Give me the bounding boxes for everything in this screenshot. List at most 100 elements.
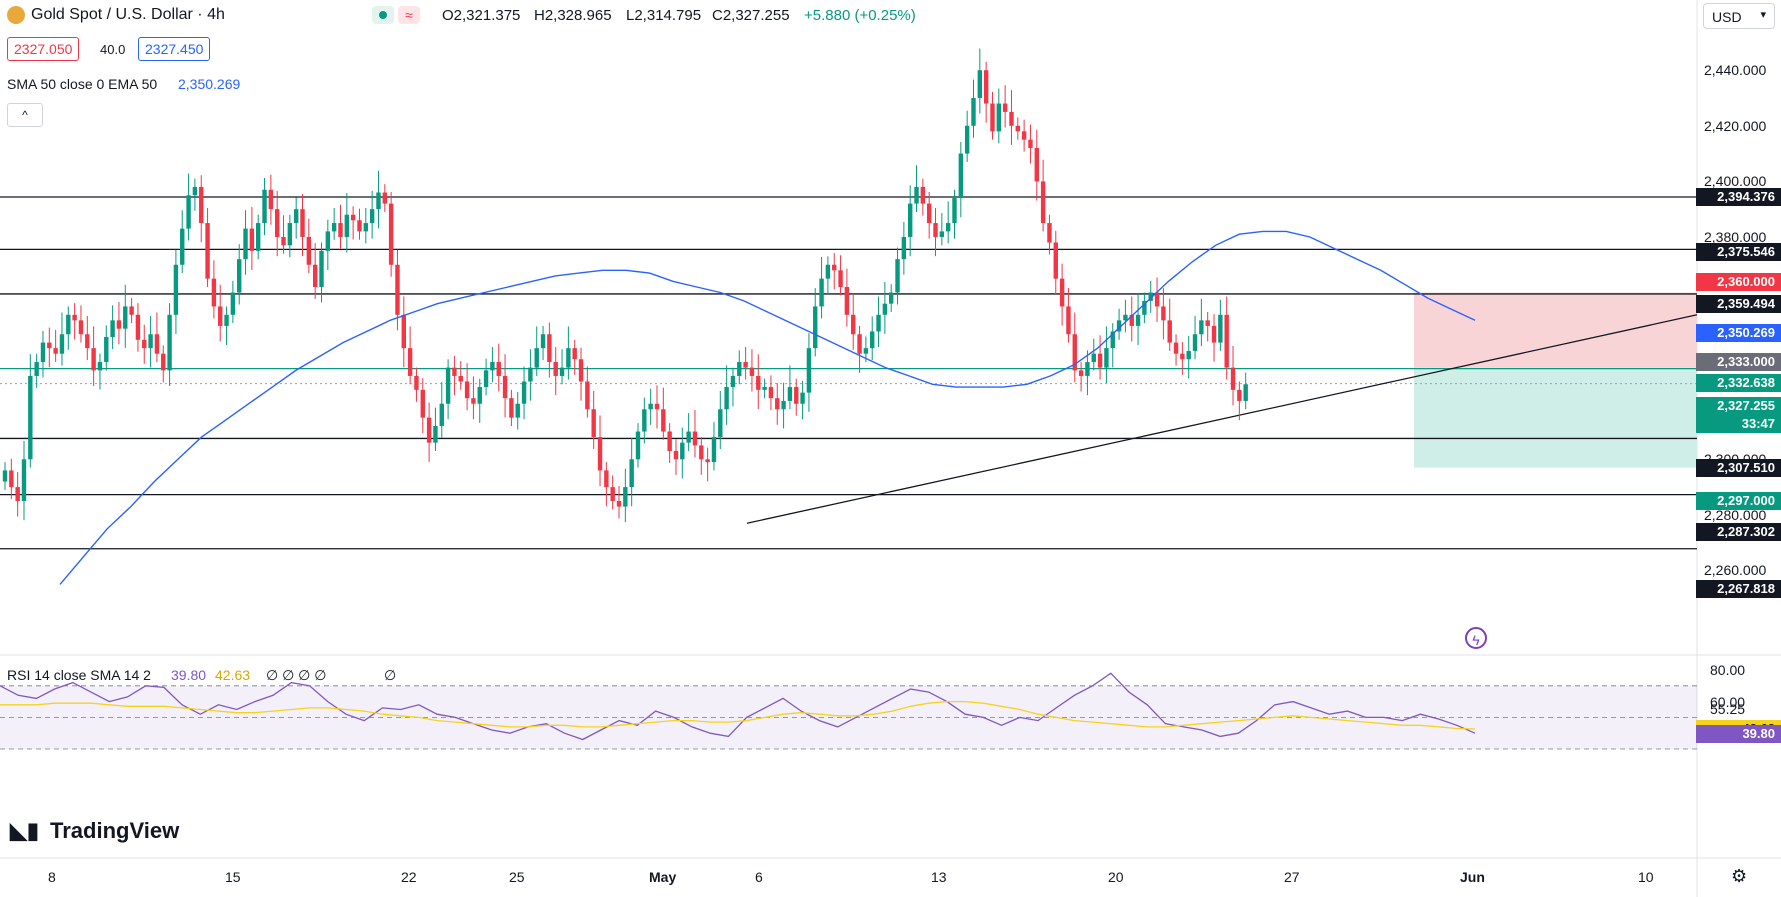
candle-body [407, 348, 413, 376]
tradingview-logo[interactable]: ◣▮ TradingView [10, 818, 179, 844]
candle-body [180, 228, 185, 265]
candle-body [1129, 314, 1134, 326]
candle-body [300, 209, 305, 237]
indicator-value: 2,350.269 [178, 76, 241, 92]
sell-price-button[interactable]: 2327.050 [7, 37, 80, 61]
rsi-label[interactable]: RSI 14 close SMA 14 2 [7, 667, 151, 683]
candle-body [123, 306, 128, 329]
candle-body [749, 367, 755, 376]
candle-body [331, 223, 337, 232]
candle-body [800, 392, 805, 404]
candle-body [1091, 353, 1096, 363]
candle-body [1148, 292, 1153, 301]
price-tag: 33:47 [1696, 415, 1781, 433]
time-axis-label: 22 [401, 869, 417, 885]
candle-body [673, 450, 679, 460]
candle-body [1110, 331, 1115, 349]
market-status-icon[interactable] [372, 6, 394, 24]
candle-body [604, 470, 609, 488]
candle-body [338, 223, 343, 237]
settings-gear-icon[interactable]: ⚙ [1731, 866, 1748, 886]
candle-body [363, 223, 369, 232]
price-tick-label: 2,440.000 [1704, 62, 1767, 79]
time-axis-label: 15 [225, 869, 241, 885]
candle-body [635, 431, 641, 460]
candle-body [882, 303, 888, 315]
price-tag: 2,287.302 [1696, 523, 1781, 541]
candle-body [870, 331, 875, 349]
candle-body [306, 236, 312, 265]
candle-body [914, 186, 919, 204]
time-axis-label: Jun [1460, 869, 1485, 885]
candle-body [629, 459, 634, 488]
candle-body [199, 186, 204, 224]
time-axis-label: 20 [1108, 869, 1124, 885]
candle-body [990, 103, 995, 132]
candle-body [211, 278, 217, 307]
candle-body [819, 278, 824, 307]
candle-body [85, 334, 90, 349]
candle-body [34, 362, 39, 376]
candle-body [15, 487, 20, 502]
candle-body [1180, 353, 1185, 360]
candle-body [1104, 348, 1109, 368]
candle-body [433, 425, 438, 443]
rsi-tick-label: 60.00 [1710, 693, 1746, 710]
chevron-down-icon: ▾ [1760, 9, 1766, 21]
candle-body [705, 459, 710, 463]
candle-body [1097, 353, 1103, 368]
candle-body [426, 417, 432, 443]
candle-body [350, 214, 356, 221]
data-delay-icon[interactable]: ≈ [398, 6, 420, 24]
symbol-title[interactable]: Gold Spot / U.S. Dollar · 4h [31, 6, 225, 23]
candle-body [825, 264, 831, 279]
candle-body [135, 314, 141, 340]
candle-body [971, 97, 976, 126]
candle-body [1028, 139, 1033, 149]
candle-body [1199, 320, 1204, 335]
collapse-legend-button[interactable]: ^ [7, 103, 43, 127]
candle-body [192, 186, 198, 196]
candle-body [243, 228, 248, 260]
candle-body [1230, 367, 1236, 390]
candle-body [281, 236, 286, 246]
indicator-label[interactable]: SMA 50 close 0 EMA 50 [7, 76, 158, 92]
candle-body [1161, 306, 1166, 321]
candle-body [958, 153, 964, 199]
candle-body [173, 264, 179, 315]
candle-body [1085, 362, 1090, 376]
rsi-tag: 39.80 [1696, 724, 1781, 743]
candle-body [1002, 103, 1008, 112]
buy-price-button[interactable]: 2327.450 [138, 37, 211, 61]
candle-body [40, 342, 46, 363]
candle-body [521, 381, 527, 404]
price-tick-label: 2,280.000 [1704, 506, 1767, 523]
candle-body [851, 314, 856, 335]
time-axis-label: 6 [755, 869, 763, 885]
candle-body [458, 375, 463, 382]
price-tag: 2,360.000 [1696, 273, 1781, 291]
candle-body [319, 250, 324, 287]
candle-body [661, 409, 666, 432]
candle-body [1040, 181, 1046, 224]
candle-body [578, 359, 584, 382]
candle-body [939, 231, 945, 237]
currency-label: USD [1712, 9, 1742, 25]
candle-body [78, 320, 84, 335]
candle-body [889, 292, 894, 304]
lightning-icon[interactable]: ϟ [1465, 627, 1487, 649]
candle-body [237, 259, 242, 293]
currency-selector[interactable]: USD ▾ [1703, 3, 1775, 29]
candle-body [1142, 300, 1147, 315]
candle-body [1059, 278, 1065, 307]
rsi-value: 39.80 [171, 667, 207, 683]
tradingview-logo-icon: ◣▮ [10, 818, 40, 843]
candle-body [623, 487, 628, 507]
candle-body [142, 339, 147, 349]
candle-body [161, 353, 166, 371]
candle-body [737, 362, 742, 376]
candle-body [933, 223, 938, 237]
candle-body [794, 387, 799, 404]
rsi-extra-value-2: ∅ [384, 667, 397, 683]
